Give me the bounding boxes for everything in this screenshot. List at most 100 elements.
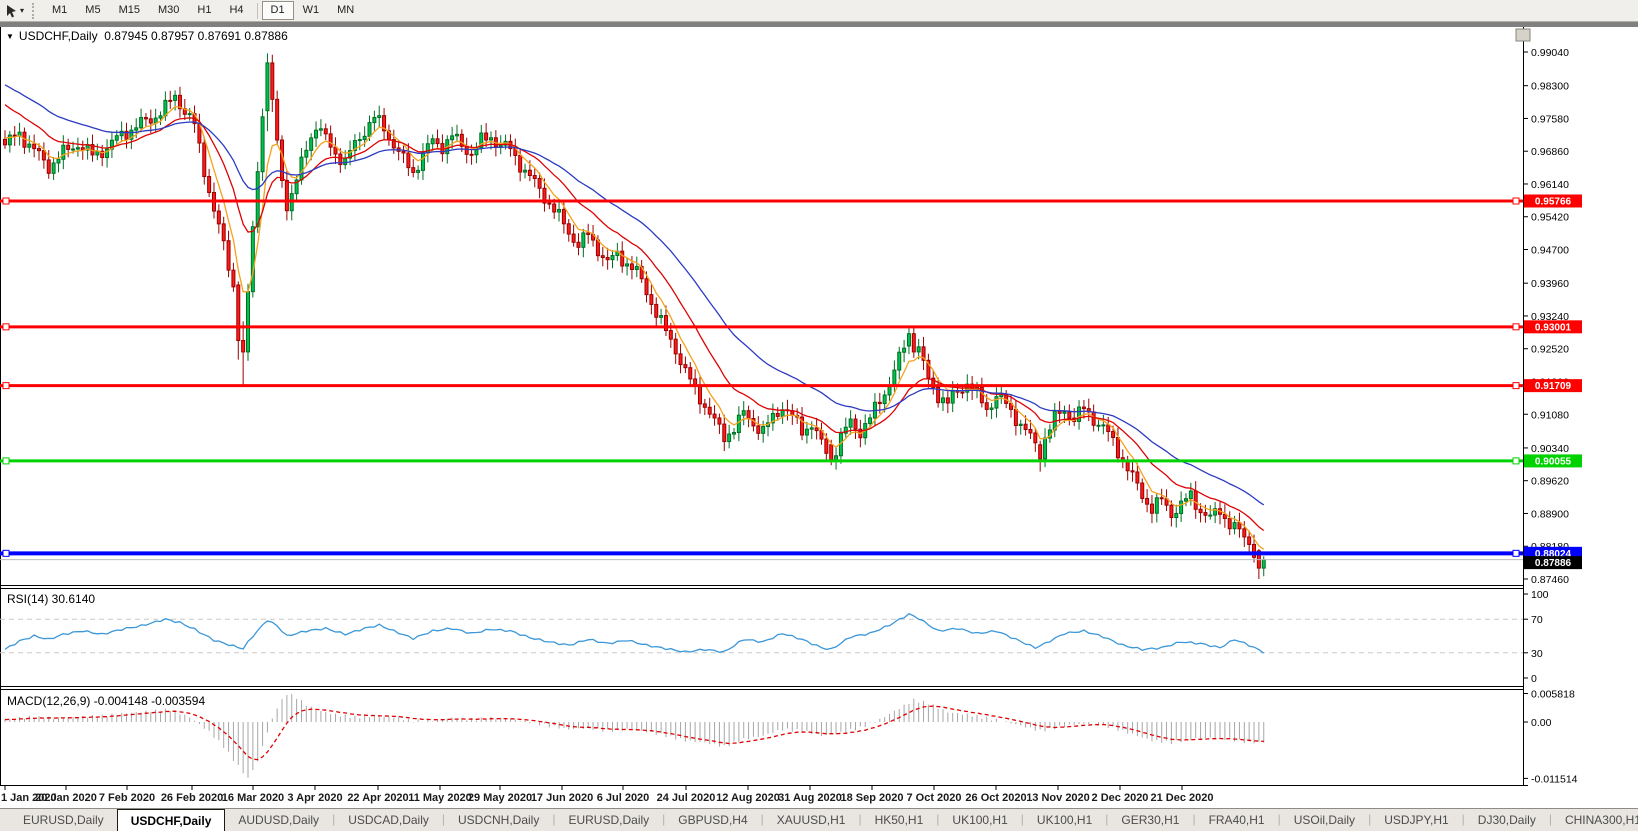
svg-text:0.93240: 0.93240: [1531, 311, 1569, 323]
chart-tab-USDCNH-Daily[interactable]: USDCNH,Daily: [458, 813, 540, 827]
svg-text:0.96140: 0.96140: [1531, 179, 1569, 191]
svg-text:0.95420: 0.95420: [1531, 212, 1569, 224]
cursor-tool-icon[interactable]: [3, 3, 19, 19]
timeframe-button-D1[interactable]: D1: [261, 1, 294, 20]
chart-area-svg[interactable]: 0.99040 0.98300 0.97580 0.96860 0.96140 0.954…: [0, 22, 1638, 808]
svg-text:21 Dec 2020: 21 Dec 2020: [1151, 792, 1214, 804]
tab-separator: |: [332, 812, 336, 826]
rsi-indicator-label: RSI(14) 30.6140: [7, 592, 96, 606]
ma-fast-line: [4, 105, 1265, 550]
chart-tab-USOil-Daily[interactable]: USOil,Daily: [1293, 813, 1356, 827]
top-toolbar: ▾ M1 M5 M15 M30 H1 H4 D1 W1 MN: [0, 0, 1638, 22]
svg-text:0.88024: 0.88024: [1535, 549, 1572, 560]
chart-tab-FRA40-H1[interactable]: FRA40,H1: [1208, 813, 1265, 827]
svg-text:0.96860: 0.96860: [1531, 146, 1569, 158]
svg-text:0.92520: 0.92520: [1531, 344, 1569, 356]
tab-separator: |: [1020, 812, 1024, 826]
svg-text:12 Aug 2020: 12 Aug 2020: [716, 792, 780, 804]
svg-text:0.99040: 0.99040: [1531, 47, 1569, 59]
chart-tab-AUDUSD-Daily[interactable]: AUDUSD,Daily: [238, 813, 320, 827]
chart-tab-UK100-H1[interactable]: UK100,H1: [1036, 813, 1093, 827]
macd-axis[interactable]: 0.005818 0.00 -0.011514: [1523, 689, 1578, 786]
svg-text:24 Jul 2020: 24 Jul 2020: [657, 792, 716, 804]
svg-text:18 Sep 2020: 18 Sep 2020: [841, 792, 904, 804]
rsi-line: [4, 612, 1265, 654]
timeframe-button-M15[interactable]: M15: [118, 4, 140, 16]
price-axis[interactable]: 0.99040 0.98300 0.97580 0.96860 0.96140 0.954…: [1523, 47, 1569, 586]
tab-separator: |: [662, 812, 666, 826]
svg-text:2 Dec 2020: 2 Dec 2020: [1092, 792, 1149, 804]
svg-text:7 Oct 2020: 7 Oct 2020: [906, 792, 961, 804]
chart-tab-UK100-H1[interactable]: UK100,H1: [952, 813, 1008, 827]
svg-text:1 Jan 2020: 1 Jan 2020: [1, 792, 57, 804]
timeframe-button-MN[interactable]: MN: [337, 4, 355, 16]
timeframe-buttons: M1 M5 M15 M30 H1 H4 D1 W1 MN: [43, 0, 363, 22]
svg-text:0.93960: 0.93960: [1531, 278, 1569, 290]
timeframe-button-M30[interactable]: M30: [157, 4, 180, 16]
toolbar-grip[interactable]: [32, 2, 39, 19]
chart-tab-EURUSD-Daily[interactable]: EURUSD,Daily: [568, 813, 650, 827]
panel-splitter[interactable]: [0, 585, 1523, 690]
svg-text:20 Jan 2020: 20 Jan 2020: [35, 792, 97, 804]
svg-text:0.93001: 0.93001: [1535, 322, 1572, 333]
svg-text:0: 0: [1531, 673, 1537, 685]
timeframe-button-M1[interactable]: M1: [52, 4, 68, 16]
svg-text:0.87886: 0.87886: [1535, 558, 1572, 569]
timeframe-button-H4[interactable]: H4: [229, 4, 244, 16]
tab-separator: |: [1461, 812, 1465, 826]
chart-tab-USDCHF-Daily[interactable]: USDCHF,Daily: [116, 809, 226, 831]
ma-mid-line: [4, 104, 1265, 532]
chart-tab-EURUSD-Daily[interactable]: EURUSD,Daily: [23, 813, 104, 827]
svg-text:13 Nov 2020: 13 Nov 2020: [1026, 792, 1090, 804]
macd-histogram: [4, 694, 1265, 778]
timeframe-button-W1[interactable]: W1: [302, 4, 320, 16]
svg-text:0.94700: 0.94700: [1531, 245, 1569, 257]
chart-frame: [0, 22, 1638, 808]
chart-title[interactable]: ▼ USDCHF,Daily 0.87945 0.87957 0.87691 0…: [6, 29, 288, 43]
timeframe-button-H1[interactable]: H1: [197, 4, 212, 16]
chart-tab-DJ30-Daily[interactable]: DJ30,Daily: [1477, 813, 1536, 827]
tab-separator: |: [1105, 812, 1109, 826]
svg-text:22 Apr 2020: 22 Apr 2020: [347, 792, 408, 804]
tab-separator: |: [1548, 812, 1552, 826]
svg-text:3 Apr 2020: 3 Apr 2020: [287, 792, 342, 804]
macd-indicator-label: MACD(12,26,9) -0.004148 -0.003594: [7, 694, 206, 708]
rsi-guide-lines: [0, 618, 1523, 654]
tab-separator: |: [441, 812, 445, 826]
timeframe-button-M5[interactable]: M5: [85, 4, 101, 16]
chart-window-button[interactable]: [1515, 28, 1531, 42]
svg-text:0.91080: 0.91080: [1531, 409, 1569, 421]
toolbar-divider: [256, 2, 258, 19]
svg-text:0.87460: 0.87460: [1531, 574, 1569, 586]
chart-tabs: EURUSD,Daily USDCHF,Daily AUDUSD,Daily | USD…: [10, 809, 1638, 831]
tab-separator: |: [552, 812, 556, 826]
svg-text:70: 70: [1531, 614, 1543, 626]
chart-tab-HK50-H1[interactable]: HK50,H1: [874, 813, 924, 827]
svg-text:0.88900: 0.88900: [1531, 508, 1569, 520]
cursor-tool-dropdown-icon[interactable]: ▾: [20, 6, 25, 15]
tab-separator: |: [858, 812, 862, 826]
rsi-axis[interactable]: 100 70 30 0: [1523, 589, 1549, 685]
svg-text:7 Feb 2020: 7 Feb 2020: [99, 792, 155, 804]
chart-tab-XAUUSD-H1[interactable]: XAUUSD,H1: [776, 813, 846, 827]
chart-tab-USDJPY-H1[interactable]: USDJPY,H1: [1384, 813, 1449, 827]
svg-text:26 Feb 2020: 26 Feb 2020: [161, 792, 223, 804]
chart-tab-bar: EURUSD,Daily USDCHF,Daily AUDUSD,Daily | USD…: [0, 808, 1638, 831]
chart-tab-GBPUSD-H4[interactable]: GBPUSD,H4: [678, 813, 748, 827]
chart-title-text: USDCHF,Daily 0.87945 0.87957 0.87691 0.8…: [18, 29, 288, 43]
macd-signal-line: [4, 705, 1264, 761]
chart-dropdown-icon[interactable]: ▼: [6, 31, 14, 41]
svg-text:30: 30: [1531, 648, 1543, 660]
chart-tab-GER30-H1[interactable]: GER30,H1: [1121, 813, 1180, 827]
tab-separator: |: [936, 812, 940, 826]
chart-tab-CHINA300-H1[interactable]: CHINA300,H1: [1564, 813, 1638, 827]
svg-text:0.98300: 0.98300: [1531, 81, 1569, 93]
svg-text:0.90340: 0.90340: [1531, 443, 1569, 455]
svg-text:6 Jul 2020: 6 Jul 2020: [597, 792, 650, 804]
svg-text:0.91709: 0.91709: [1535, 381, 1572, 392]
svg-text:31 Aug 2020: 31 Aug 2020: [778, 792, 842, 804]
chart-tab-USDCAD-Daily[interactable]: USDCAD,Daily: [348, 813, 429, 827]
current-price-line: 0.87886: [0, 556, 1582, 570]
svg-text:0.97580: 0.97580: [1531, 113, 1569, 125]
